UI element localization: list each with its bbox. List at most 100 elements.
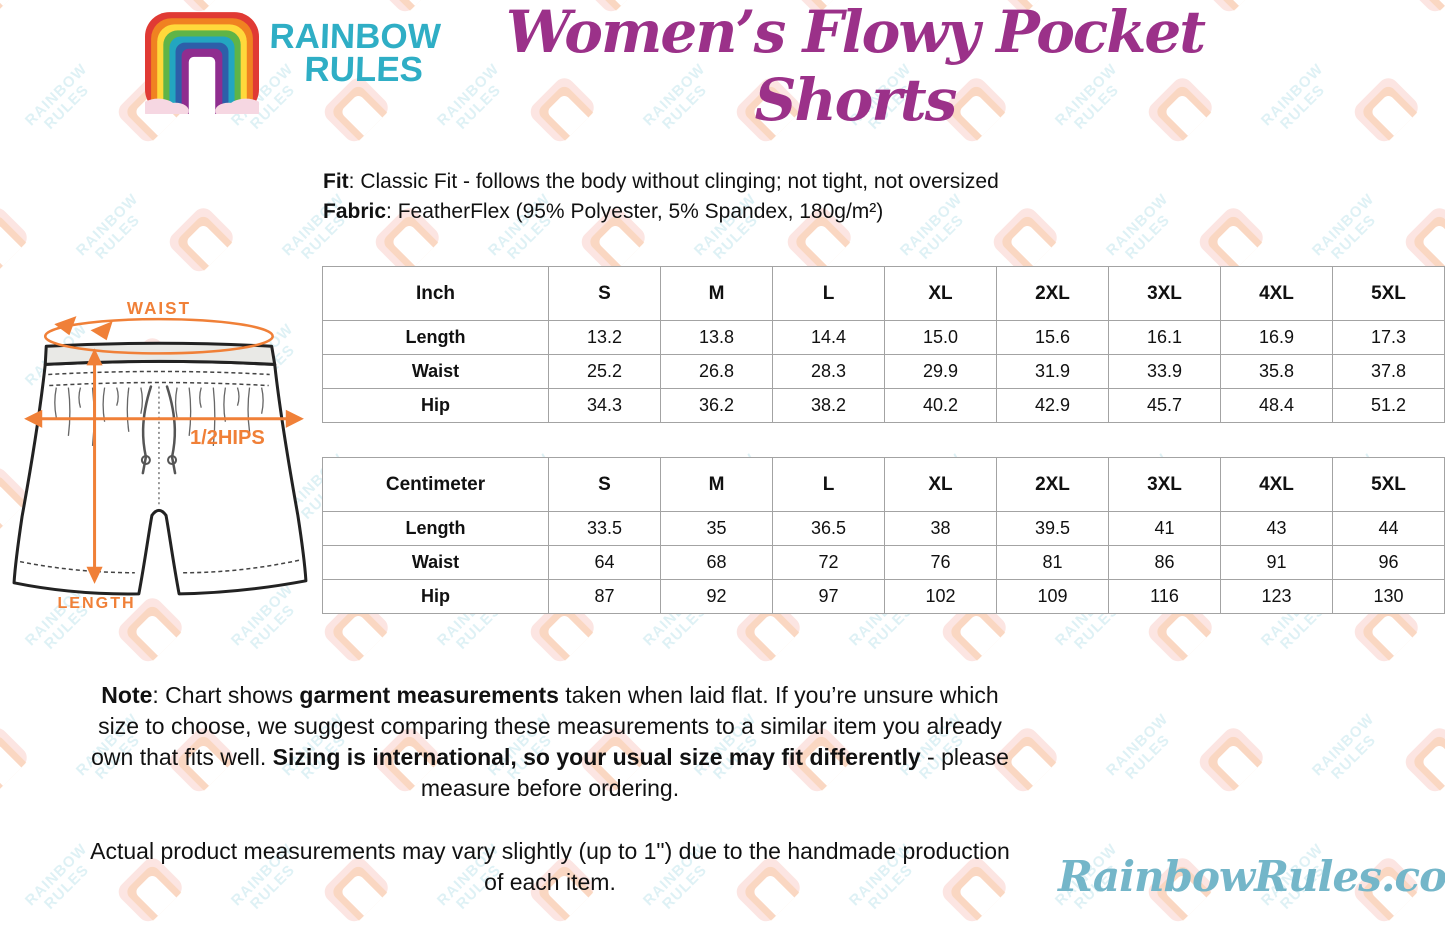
size-header-cell: M: [660, 457, 773, 512]
size-header-cell: 4XL: [1220, 266, 1333, 321]
brand-logo: RAINBOW RULES: [145, 12, 442, 114]
value-cell: 76: [884, 545, 997, 580]
measurement-annotations: [28, 317, 300, 576]
size-header-cell: 2XL: [996, 457, 1109, 512]
inch-size-table: Inch S M L XL 2XL 3XL 4XL 5XL Length 13.2 13.8 14.4 1…: [322, 266, 1445, 423]
value-cell: 14.4: [772, 320, 885, 355]
page-title: Women’s Flowy Pocket Shorts: [505, 0, 1206, 134]
size-header-cell: S: [548, 266, 661, 321]
value-cell: 87: [548, 579, 661, 614]
table-row: Hip 87 92 97 102 109 116 123 130: [322, 579, 1445, 614]
value-cell: 64: [548, 545, 661, 580]
value-cell: 36.5: [772, 511, 885, 546]
note-text-2: taken when laid flat. If you’re unsure w…: [91, 682, 1002, 770]
row-label-cell: Hip: [322, 388, 549, 423]
unit-header-cell: Inch: [322, 266, 549, 321]
cm-size-table: Centimeter S M L XL 2XL 3XL 4XL 5XL Length 33.5 35 3…: [322, 457, 1445, 614]
value-cell: 37.8: [1332, 354, 1445, 389]
table-row: Waist 64 68 72 76 81 86 91 96: [322, 545, 1445, 580]
note-text-1: : Chart shows: [152, 682, 300, 708]
value-cell: 43: [1220, 511, 1333, 546]
value-cell: 16.9: [1220, 320, 1333, 355]
fit-text: : Classic Fit - follows the body without…: [348, 170, 999, 193]
shorts-measurement-diagram: WAIST 1/2HIPS LENGTH: [8, 288, 320, 629]
table-row: Hip 34.3 36.2 38.2 40.2 42.9 45.7 48.4 51.2: [322, 388, 1445, 423]
fabric-line: Fabric: FeatherFlex (95% Polyester, 5% S…: [323, 197, 999, 227]
rainbow-logo-icon: [145, 12, 259, 114]
value-cell: 26.8: [660, 354, 773, 389]
value-cell: 86: [1108, 545, 1221, 580]
value-cell: 123: [1220, 579, 1333, 614]
watermark-logo-icon: [0, 0, 35, 19]
size-header-cell: L: [772, 266, 885, 321]
watermark-logo-icon: [1350, 74, 1426, 150]
value-cell: 130: [1332, 579, 1445, 614]
site-name: RainbowRules.com: [1058, 852, 1445, 901]
brand-name-line2: RULES: [303, 50, 424, 90]
fabric-text: : FeatherFlex (95% Polyester, 5% Spandex…: [386, 200, 884, 223]
value-cell: 96: [1332, 545, 1445, 580]
arrowheads: [24, 316, 304, 584]
value-cell: 29.9: [884, 354, 997, 389]
value-cell: 35.8: [1220, 354, 1333, 389]
value-cell: 13.8: [660, 320, 773, 355]
fabric-label: Fabric: [323, 200, 387, 223]
value-cell: 40.2: [884, 388, 997, 423]
watermark-logo-icon: [0, 724, 35, 800]
note-bold-2: Sizing is international, so your usual s…: [272, 744, 921, 770]
value-cell: 38: [884, 511, 997, 546]
value-cell: 33.9: [1108, 354, 1221, 389]
value-cell: 33.5: [548, 511, 661, 546]
value-cell: 38.2: [772, 388, 885, 423]
value-cell: 34.3: [548, 388, 661, 423]
length-label: LENGTH: [57, 594, 135, 612]
value-cell: 41: [1108, 511, 1221, 546]
note-paragraph: Note: Chart shows garment measurements t…: [90, 680, 1010, 804]
value-cell: 72: [772, 545, 885, 580]
value-cell: 42.9: [996, 388, 1109, 423]
brand-name-line1: RAINBOW: [268, 17, 442, 56]
value-cell: 51.2: [1332, 388, 1445, 423]
row-label-cell: Length: [322, 511, 549, 546]
fit-label: Fit: [323, 170, 349, 193]
note-label: Note: [101, 682, 153, 708]
size-tables: Inch S M L XL 2XL 3XL 4XL 5XL Length 13.2 13.8 14.4 1…: [322, 266, 1445, 614]
note-bold-1: garment measurements: [299, 682, 559, 708]
table-row: Waist 25.2 26.8 28.3 29.9 31.9 33.9 35.8 37.8: [322, 354, 1445, 389]
size-header-cell: 5XL: [1332, 266, 1445, 321]
row-label-cell: Waist: [322, 545, 549, 580]
value-cell: 48.4: [1220, 388, 1333, 423]
value-cell: 15.0: [884, 320, 997, 355]
table-row: Length 13.2 13.8 14.4 15.0 15.6 16.1 16.9 17.3: [322, 320, 1445, 355]
value-cell: 97: [772, 579, 885, 614]
fit-line: Fit: Classic Fit - follows the body with…: [323, 167, 999, 197]
value-cell: 31.9: [996, 354, 1109, 389]
value-cell: 68: [660, 545, 773, 580]
size-header-cell: 2XL: [996, 266, 1109, 321]
size-header-cell: S: [548, 457, 661, 512]
brand-name: RAINBOW RULES: [268, 17, 442, 90]
row-label-cell: Hip: [322, 579, 549, 614]
watermark-logo-icon: [1401, 0, 1445, 19]
size-header-cell: 5XL: [1332, 457, 1445, 512]
value-cell: 17.3: [1332, 320, 1445, 355]
value-cell: 39.5: [996, 511, 1109, 546]
half-hips-label: 1/2HIPS: [190, 427, 265, 449]
watermark-logo-icon: [0, 204, 35, 280]
size-header-cell: XL: [884, 266, 997, 321]
watermark-logo-icon: [1401, 724, 1445, 800]
variance-paragraph: Actual product measurements may vary sli…: [90, 838, 1010, 895]
value-cell: 28.3: [772, 354, 885, 389]
size-table-header-row: Centimeter S M L XL 2XL 3XL 4XL 5XL: [322, 457, 1445, 512]
value-cell: 45.7: [1108, 388, 1221, 423]
